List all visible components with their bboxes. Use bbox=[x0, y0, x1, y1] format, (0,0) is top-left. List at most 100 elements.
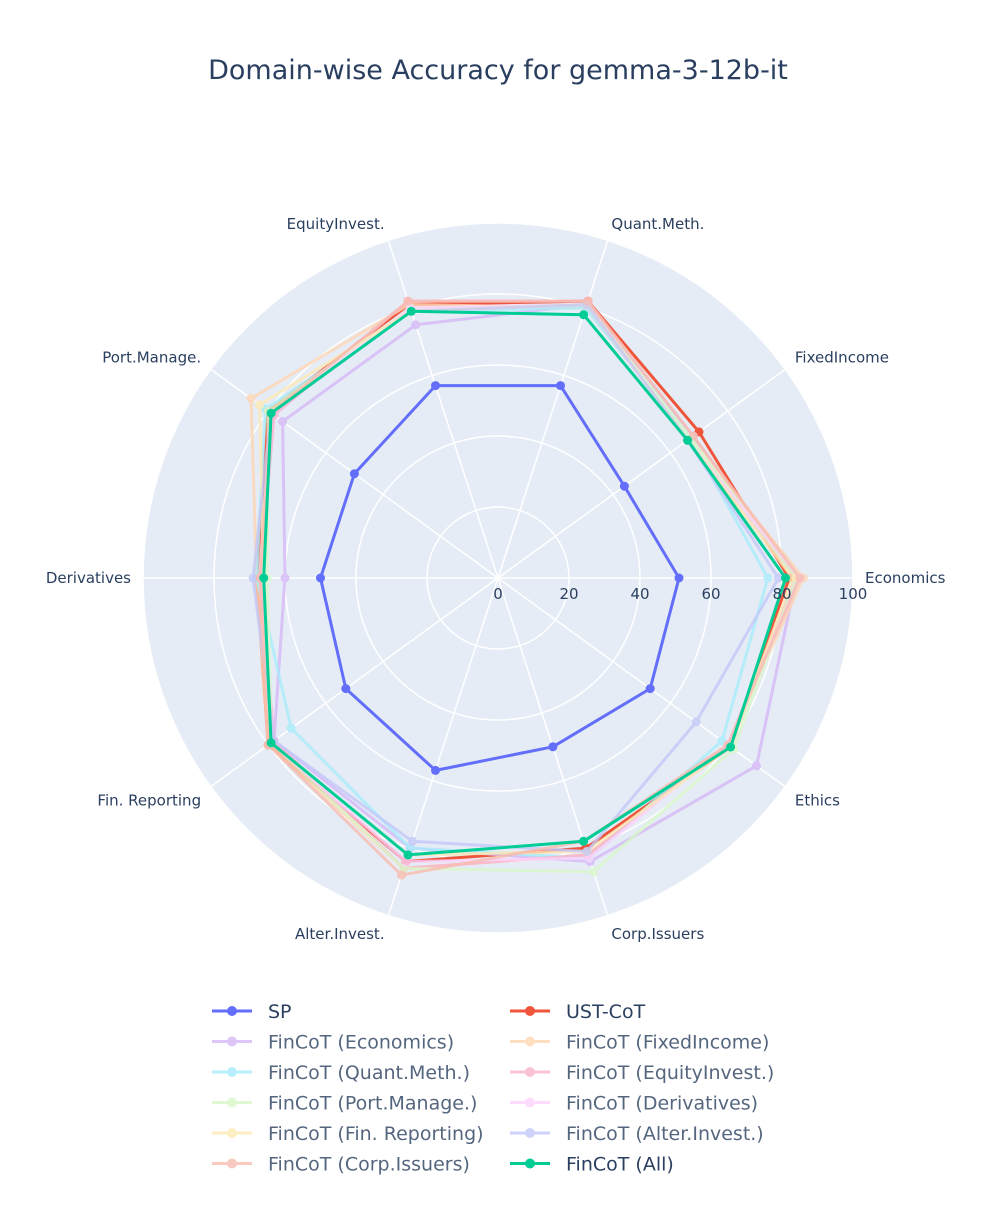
data-point bbox=[674, 573, 684, 583]
legend-label: FinCoT (FixedIncome) bbox=[566, 1032, 769, 1054]
data-point bbox=[579, 836, 589, 846]
legend-label: FinCoT (Alter.Invest.) bbox=[566, 1123, 764, 1145]
data-point bbox=[280, 573, 290, 583]
legend-swatch-marker bbox=[525, 1097, 535, 1108]
legend-label: FinCoT (Economics) bbox=[268, 1032, 454, 1054]
legend-swatch-marker bbox=[525, 1128, 535, 1138]
spoke-line bbox=[387, 240, 499, 579]
legend-label: FinCoT (Corp.Issuers) bbox=[268, 1154, 470, 1176]
legend-label: FinCoT (All) bbox=[566, 1154, 674, 1176]
radial-tick-label: 0 bbox=[493, 585, 503, 603]
category-label: Fin. Reporting bbox=[97, 792, 201, 810]
data-point bbox=[788, 573, 798, 583]
spoke-line bbox=[497, 577, 786, 788]
series-11 bbox=[259, 306, 790, 860]
data-point bbox=[259, 573, 269, 583]
legend-label: SP bbox=[268, 1001, 292, 1023]
spoke-line bbox=[497, 368, 786, 579]
spoke-line bbox=[497, 240, 609, 579]
legend-swatch-marker bbox=[525, 1036, 535, 1047]
legend-item[interactable]: FinCoT (Alter.Invest.) bbox=[510, 1123, 764, 1145]
data-point bbox=[278, 417, 288, 426]
legend-swatch-marker bbox=[525, 1067, 535, 1077]
legend-item[interactable]: FinCoT (FixedIncome) bbox=[510, 1032, 769, 1054]
legend-item[interactable]: FinCoT (Derivatives) bbox=[510, 1093, 758, 1115]
data-point bbox=[726, 742, 736, 752]
legend-item[interactable]: FinCoT (Fin. Reporting) bbox=[212, 1123, 484, 1145]
data-point bbox=[795, 573, 805, 583]
data-point bbox=[405, 843, 415, 853]
legend-label: FinCoT (Derivatives) bbox=[566, 1093, 758, 1115]
category-label: FixedIncome bbox=[795, 348, 889, 366]
legend-label: FinCoT (Port.Manage.) bbox=[268, 1093, 477, 1115]
data-point bbox=[579, 310, 589, 320]
legend-swatch-marker bbox=[227, 1036, 237, 1047]
data-point bbox=[341, 684, 351, 694]
legend-item[interactable]: FinCoT (Corp.Issuers) bbox=[212, 1154, 470, 1176]
chart-title: Domain-wise Accuracy for gemma-3-12b-it bbox=[208, 55, 788, 86]
data-point bbox=[403, 850, 413, 860]
spoke-line bbox=[210, 577, 499, 788]
radial-tick-label: 100 bbox=[839, 585, 868, 603]
legend-swatch-marker bbox=[227, 1006, 237, 1016]
legend-item[interactable]: FinCoT (Port.Manage.) bbox=[212, 1093, 477, 1115]
data-point bbox=[266, 738, 276, 748]
data-point bbox=[645, 684, 655, 694]
legend-label: FinCoT (Quant.Meth.) bbox=[268, 1062, 470, 1084]
legend-swatch-marker bbox=[227, 1097, 237, 1108]
radial-tick-label: 60 bbox=[701, 585, 720, 603]
legend-item[interactable]: SP bbox=[212, 1001, 292, 1023]
data-point bbox=[583, 296, 593, 306]
data-point bbox=[781, 573, 790, 583]
data-point bbox=[752, 761, 761, 771]
data-point bbox=[691, 717, 701, 727]
data-point bbox=[286, 723, 296, 733]
legend-swatch-marker bbox=[525, 1158, 535, 1169]
data-point bbox=[774, 573, 783, 583]
data-point bbox=[763, 573, 773, 583]
data-point bbox=[316, 573, 325, 583]
legend-label: UST-CoT bbox=[566, 1001, 646, 1023]
data-point bbox=[403, 296, 413, 306]
radial-tick-label: 20 bbox=[559, 585, 578, 603]
data-point bbox=[431, 765, 440, 775]
series-0 bbox=[316, 381, 684, 775]
data-point bbox=[431, 381, 440, 391]
radial-tick-label: 40 bbox=[630, 585, 649, 603]
data-point bbox=[556, 381, 565, 391]
legend-item[interactable]: UST-CoT bbox=[510, 1001, 646, 1023]
legend-item[interactable]: FinCoT (EquityInvest.) bbox=[510, 1062, 774, 1084]
data-point bbox=[248, 573, 258, 583]
category-label: Derivatives bbox=[46, 569, 131, 587]
data-point bbox=[619, 481, 629, 491]
category-label: Alter.Invest. bbox=[295, 925, 385, 943]
radial-tick-label: 80 bbox=[772, 585, 791, 603]
data-point bbox=[255, 400, 265, 410]
category-label: Ethics bbox=[795, 792, 840, 810]
data-point bbox=[588, 867, 598, 877]
data-point bbox=[397, 870, 406, 880]
data-point bbox=[411, 320, 421, 330]
legend-item[interactable]: FinCoT (Economics) bbox=[212, 1032, 454, 1054]
data-point bbox=[266, 408, 276, 418]
legend-swatch-marker bbox=[525, 1006, 535, 1016]
legend-label: FinCoT (Fin. Reporting) bbox=[268, 1123, 484, 1145]
legend-swatch-marker bbox=[227, 1158, 237, 1169]
legend-item[interactable]: FinCoT (All) bbox=[510, 1154, 674, 1176]
data-point bbox=[582, 847, 592, 856]
legend-swatch-marker bbox=[227, 1067, 237, 1077]
category-label: Quant.Meth. bbox=[611, 215, 704, 233]
data-point bbox=[548, 742, 558, 752]
category-label: Economics bbox=[865, 569, 946, 587]
series-group bbox=[246, 296, 808, 880]
category-label: Port.Manage. bbox=[102, 348, 201, 366]
data-point bbox=[246, 394, 256, 403]
legend-swatch-marker bbox=[227, 1128, 237, 1138]
category-label: EquityInvest. bbox=[287, 215, 385, 233]
legend-label: FinCoT (EquityInvest.) bbox=[566, 1062, 774, 1084]
legend-item[interactable]: FinCoT (Quant.Meth.) bbox=[212, 1062, 470, 1084]
data-point bbox=[349, 469, 359, 479]
legend[interactable]: SP UST-CoT FinCoT (Economics) FinCoT (Fixed… bbox=[212, 1001, 774, 1176]
